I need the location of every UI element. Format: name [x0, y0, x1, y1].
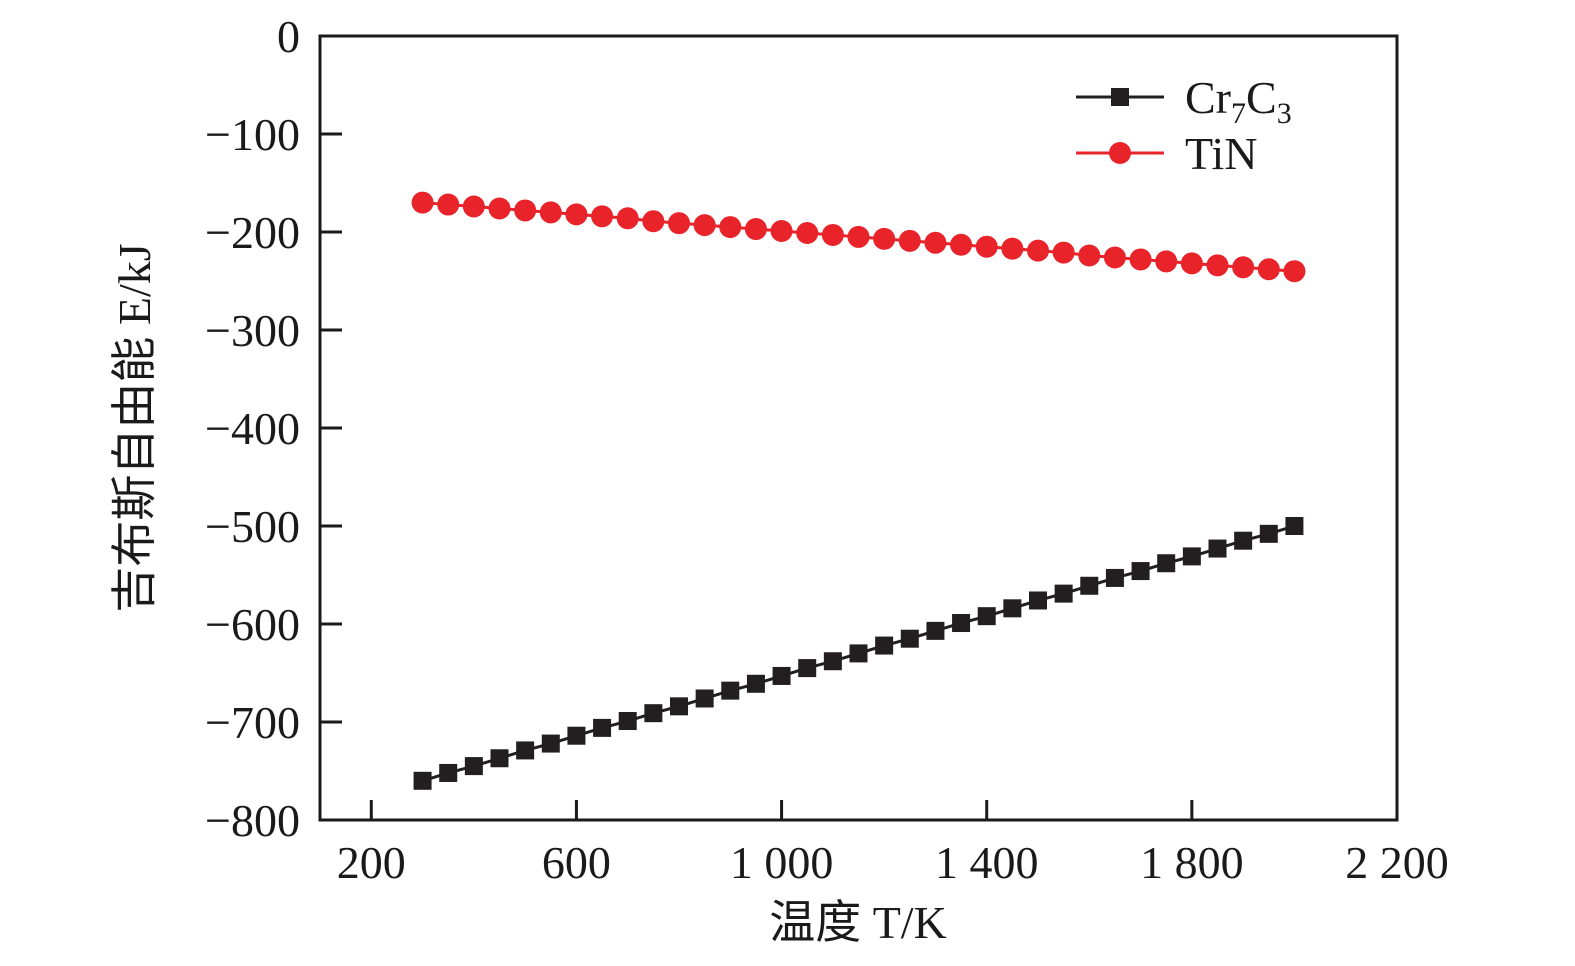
y-tick-label: −600 [205, 599, 300, 650]
legend-label: TiN [1185, 128, 1257, 179]
y-tick-label: −100 [205, 109, 300, 160]
data-point-TiN [924, 231, 947, 254]
data-point-TiN [1206, 254, 1229, 277]
data-point-Cr7C3 [439, 763, 458, 782]
data-point-Cr7C3 [413, 771, 432, 790]
y-tick-label: −700 [205, 697, 300, 748]
data-point-TiN [1027, 239, 1049, 262]
data-point-TiN [744, 218, 767, 241]
x-tick-label: 1 400 [935, 837, 1039, 888]
data-point-Cr7C3 [644, 704, 663, 723]
y-tick-label: 0 [277, 11, 300, 62]
data-point-TiN [591, 205, 614, 228]
data-point-TiN [514, 199, 537, 222]
data-point-TiN [873, 227, 896, 250]
data-point-Cr7C3 [593, 718, 612, 737]
y-tick-label: −500 [205, 501, 300, 552]
data-point-TiN [411, 191, 434, 214]
y-tick-label: −800 [205, 795, 300, 846]
data-point-TiN [1078, 244, 1101, 267]
data-point-TiN [719, 216, 742, 239]
data-point-TiN [1283, 260, 1306, 283]
data-point-Cr7C3 [1131, 562, 1150, 581]
data-point-TiN [539, 201, 562, 224]
data-point-Cr7C3 [516, 741, 535, 760]
data-point-Cr7C3 [490, 749, 509, 768]
data-point-Cr7C3 [926, 621, 945, 640]
data-point-Cr7C3 [1234, 531, 1253, 550]
data-point-TiN [950, 233, 973, 256]
y-tick-label: −400 [205, 403, 300, 454]
data-point-Cr7C3 [1182, 547, 1201, 566]
data-point-TiN [565, 203, 588, 226]
data-point-Cr7C3 [1003, 599, 1022, 618]
y-axis-label: 吉布斯自由能 E/kJ [109, 243, 160, 612]
data-point-TiN [1129, 248, 1152, 271]
data-point-TiN [975, 235, 998, 258]
legend-label: Cr7C3 [1185, 72, 1292, 130]
data-point-Cr7C3 [1208, 539, 1227, 558]
data-point-TiN [1001, 237, 1024, 260]
data-point-TiN [616, 207, 639, 230]
data-point-TiN [1052, 241, 1075, 264]
data-point-Cr7C3 [900, 629, 919, 648]
data-point-TiN [847, 225, 870, 248]
data-point-Cr7C3 [746, 674, 765, 693]
data-point-Cr7C3 [618, 712, 637, 731]
data-point-TiN [462, 195, 485, 218]
data-point-Cr7C3 [772, 666, 791, 685]
data-point-TiN [693, 214, 716, 237]
data-point-Cr7C3 [1259, 524, 1278, 543]
data-point-Cr7C3 [541, 734, 560, 753]
y-tick-label: −200 [205, 207, 300, 258]
data-point-TiN [1257, 258, 1280, 281]
x-tick-label: 1 000 [730, 837, 834, 888]
data-point-Cr7C3 [798, 659, 817, 678]
legend-marker [1111, 88, 1129, 106]
data-point-TiN [770, 220, 793, 243]
x-tick-label: 200 [337, 837, 406, 888]
data-point-TiN [898, 229, 921, 252]
data-point-TiN [1180, 252, 1203, 275]
data-point-Cr7C3 [670, 697, 688, 716]
data-point-Cr7C3 [875, 636, 894, 655]
data-point-Cr7C3 [567, 726, 586, 745]
data-point-Cr7C3 [1029, 591, 1047, 610]
data-point-Cr7C3 [823, 652, 842, 671]
legend-marker [1109, 142, 1131, 164]
data-point-Cr7C3 [721, 681, 740, 700]
data-point-TiN [1103, 246, 1126, 269]
data-point-TiN [488, 197, 511, 220]
x-tick-label: 2 200 [1345, 837, 1449, 888]
data-point-Cr7C3 [1080, 576, 1099, 595]
x-tick-label: 1 800 [1140, 837, 1244, 888]
data-point-Cr7C3 [1105, 568, 1124, 587]
data-point-TiN [668, 212, 690, 235]
data-point-Cr7C3 [695, 689, 714, 708]
data-point-Cr7C3 [849, 644, 868, 663]
data-point-Cr7C3 [977, 607, 996, 626]
data-point-Cr7C3 [1157, 554, 1176, 573]
x-tick-label: 600 [542, 837, 611, 888]
data-point-Cr7C3 [952, 614, 971, 633]
data-point-TiN [642, 210, 665, 233]
x-axis-label: 温度 T/K [769, 897, 947, 948]
y-tick-label: −300 [205, 305, 300, 356]
data-point-Cr7C3 [1285, 517, 1304, 535]
data-point-TiN [1155, 250, 1178, 273]
data-point-TiN [1232, 256, 1255, 279]
data-point-Cr7C3 [1054, 584, 1073, 603]
data-point-Cr7C3 [464, 757, 483, 776]
data-point-TiN [821, 223, 844, 246]
data-point-TiN [796, 221, 819, 244]
data-point-TiN [437, 193, 460, 216]
